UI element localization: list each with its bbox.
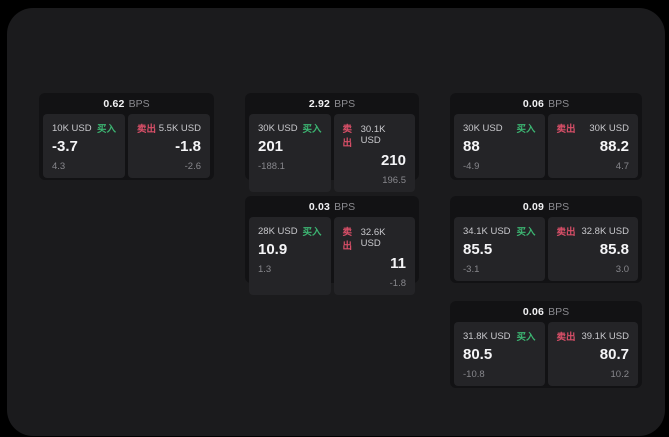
sell-amount: 30.1K USD <box>360 124 386 146</box>
quote-card: 0.62 BPS 10K USD 买入 -3.7 4.3 卖出 5.5K USD <box>39 93 214 180</box>
sell-quote-tile[interactable]: 卖出 30K USD 88.2 4.7 <box>547 114 638 178</box>
sell-amount: 39.1K USD <box>581 330 629 342</box>
spread-value: 0.09 <box>522 200 545 213</box>
sell-quote-tile[interactable]: 卖出 5.5K USD -1.8 -2.6 <box>128 114 210 178</box>
buy-amount: 30K USD <box>258 122 298 134</box>
buy-badge: 买入 <box>516 124 536 135</box>
sell-change: 196.5 <box>382 174 406 186</box>
sell-change: 10.2 <box>610 368 630 380</box>
sell-amount: 32.8K USD <box>581 225 629 237</box>
sell-price: 210 <box>380 152 406 169</box>
buy-badge: 买入 <box>516 332 536 343</box>
buy-quote-tile[interactable]: 28K USD 买入 10.9 1.3 <box>249 217 331 295</box>
buy-amount: 30K USD <box>463 122 503 134</box>
buy-change: 1.3 <box>258 263 272 275</box>
buy-price: 201 <box>258 138 284 155</box>
sell-change: 4.7 <box>615 160 629 172</box>
spread-value: 0.06 <box>522 97 545 110</box>
quote-card: 0.03 BPS 28K USD 买入 10.9 1.3 卖出 32.6K US… <box>245 196 419 295</box>
spread-header: 0.62 BPS <box>39 93 214 114</box>
sell-change: 3.0 <box>615 263 629 275</box>
sell-amount: 30K USD <box>589 122 629 134</box>
sell-change: -2.6 <box>184 160 201 172</box>
sell-badge: 卖出 <box>556 227 576 238</box>
spread-unit-label: BPS <box>548 97 570 110</box>
buy-amount: 34.1K USD <box>463 225 511 237</box>
sell-price: 88.2 <box>599 138 629 155</box>
spread-unit-label: BPS <box>548 200 570 213</box>
buy-change: -188.1 <box>258 160 285 172</box>
buy-change: -10.8 <box>463 368 485 380</box>
buy-change: 4.3 <box>52 160 66 172</box>
sell-amount: 5.5K USD <box>158 122 201 134</box>
buy-quote-tile[interactable]: 30K USD 买入 201 -188.1 <box>249 114 331 192</box>
quote-card: 2.92 BPS 30K USD 买入 201 -188.1 卖出 30.1K … <box>245 93 419 192</box>
buy-amount: 31.8K USD <box>463 330 511 342</box>
buy-quote-tile[interactable]: 31.8K USD 买入 80.5 -10.8 <box>454 322 545 386</box>
sell-badge: 卖出 <box>556 124 576 135</box>
buy-badge: 买入 <box>96 124 116 135</box>
sell-price: 85.8 <box>599 241 629 258</box>
buy-badge: 买入 <box>302 227 322 238</box>
spread-value: 0.62 <box>103 97 125 110</box>
spread-header: 0.09 BPS <box>450 196 642 217</box>
sell-price: -1.8 <box>175 138 201 155</box>
app-panel: 0.62 BPS 10K USD 买入 -3.7 4.3 卖出 5.5K USD <box>7 8 665 436</box>
buy-price: -3.7 <box>52 138 78 155</box>
buy-price: 10.9 <box>258 241 288 258</box>
quote-card: 0.09 BPS 34.1K USD 买入 85.5 -3.1 卖出 32.8K… <box>450 196 642 283</box>
sell-badge: 卖出 <box>342 227 353 252</box>
spread-value: 0.06 <box>522 305 545 318</box>
spread-value: 0.03 <box>308 200 331 213</box>
sell-badge: 卖出 <box>556 332 576 343</box>
sell-price: 11 <box>390 255 406 272</box>
buy-price: 88 <box>463 138 480 155</box>
sell-amount: 32.6K USD <box>360 227 386 249</box>
spread-unit-label: BPS <box>334 200 356 213</box>
sell-quote-tile[interactable]: 卖出 32.8K USD 85.8 3.0 <box>547 217 638 281</box>
sell-quote-tile[interactable]: 卖出 39.1K USD 80.7 10.2 <box>547 322 638 386</box>
buy-quote-tile[interactable]: 30K USD 买入 88 -4.9 <box>454 114 545 178</box>
sell-quote-tile[interactable]: 卖出 30.1K USD 210 196.5 <box>333 114 415 192</box>
sell-price: 80.7 <box>599 346 629 363</box>
spread-value: 2.92 <box>308 97 331 110</box>
sell-badge: 卖出 <box>342 124 353 149</box>
buy-change: -4.9 <box>463 160 480 172</box>
spread-header: 2.92 BPS <box>245 93 419 114</box>
buy-quote-tile[interactable]: 10K USD 买入 -3.7 4.3 <box>43 114 125 178</box>
sell-change: -1.8 <box>389 277 406 289</box>
buy-badge: 买入 <box>516 227 536 238</box>
spread-unit-label: BPS <box>128 97 150 110</box>
quote-card: 0.06 BPS 31.8K USD 买入 80.5 -10.8 卖出 39.1… <box>450 301 642 388</box>
buy-amount: 10K USD <box>52 122 92 134</box>
spread-unit-label: BPS <box>548 305 570 318</box>
spread-header: 0.03 BPS <box>245 196 419 217</box>
sell-badge: 卖出 <box>137 124 157 135</box>
buy-amount: 28K USD <box>258 225 298 237</box>
buy-badge: 买入 <box>302 124 322 135</box>
spread-header: 0.06 BPS <box>450 93 642 114</box>
buy-change: -3.1 <box>463 263 480 275</box>
buy-price: 80.5 <box>463 346 493 363</box>
quote-card: 0.06 BPS 30K USD 买入 88 -4.9 卖出 30K USD <box>450 93 642 180</box>
buy-quote-tile[interactable]: 34.1K USD 买入 85.5 -3.1 <box>454 217 545 281</box>
spread-header: 0.06 BPS <box>450 301 642 322</box>
spread-unit-label: BPS <box>334 97 356 110</box>
sell-quote-tile[interactable]: 卖出 32.6K USD 11 -1.8 <box>333 217 415 295</box>
buy-price: 85.5 <box>463 241 493 258</box>
